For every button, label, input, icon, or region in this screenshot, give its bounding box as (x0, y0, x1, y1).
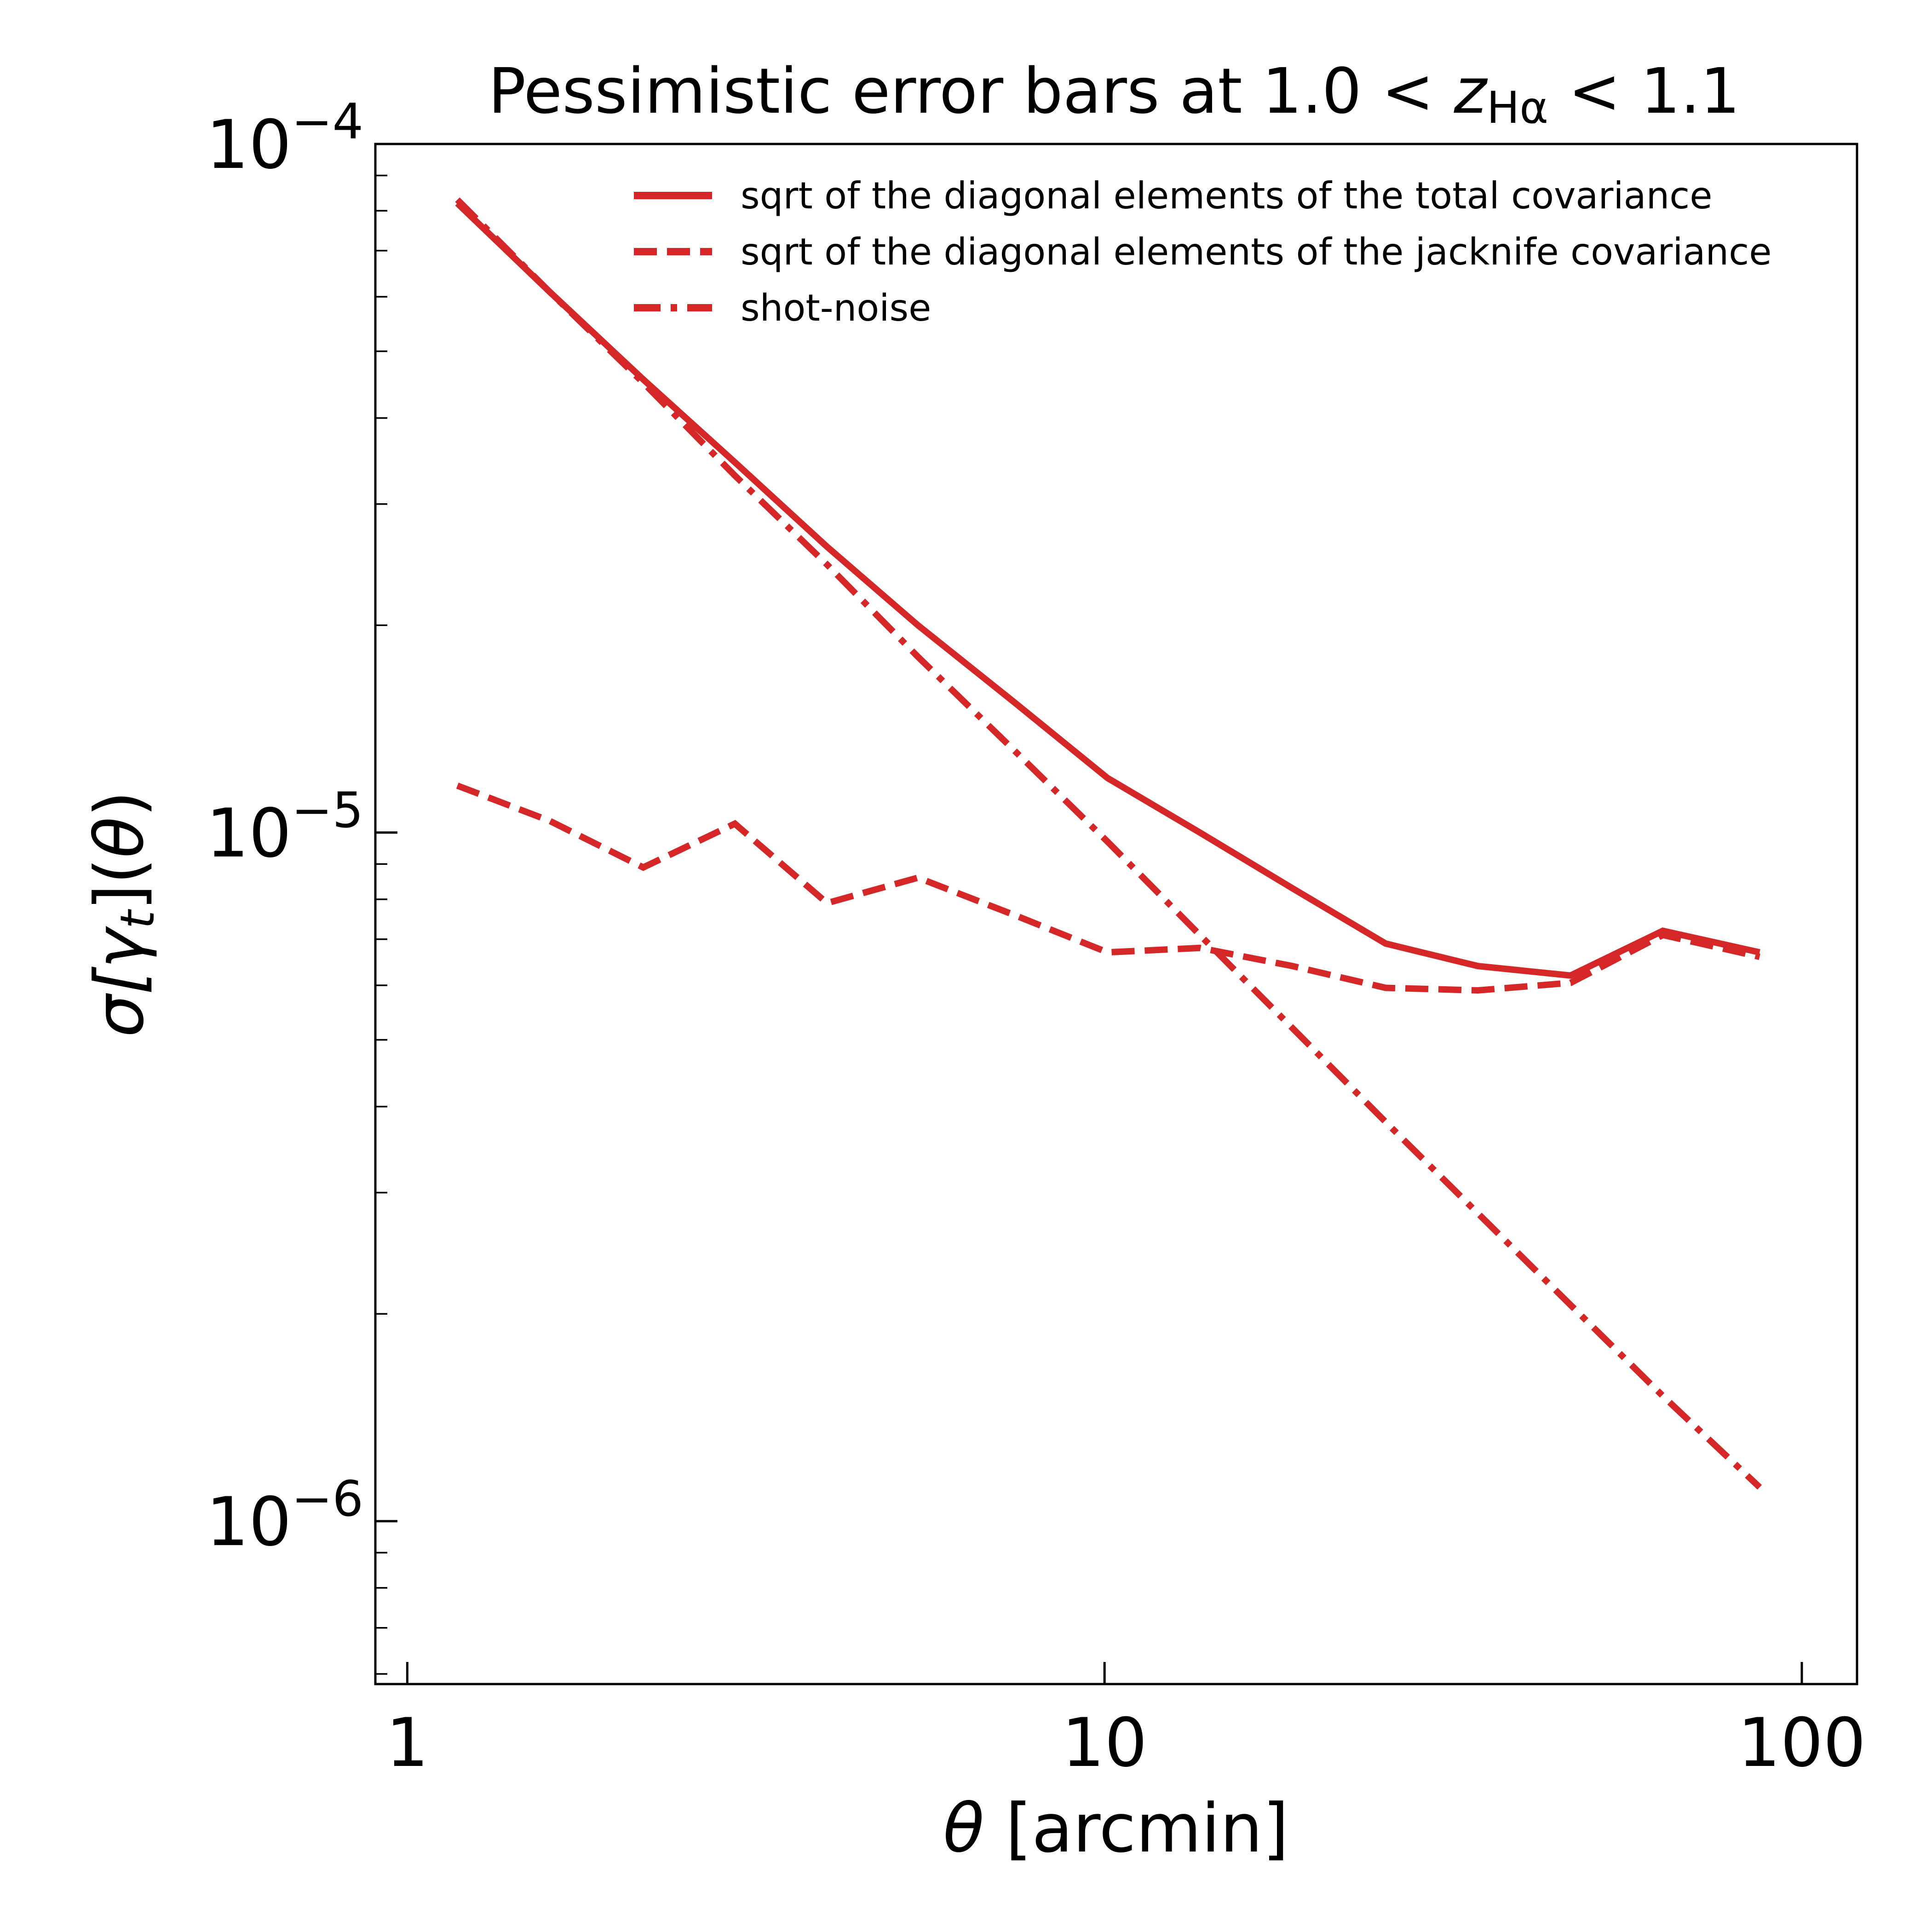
legend-label: sqrt of the diagonal elements of the jac… (741, 230, 1771, 273)
y-tick-label: 10−6 (206, 1471, 363, 1561)
x-axis-symbol: θ (943, 1789, 984, 1868)
axis-ticks (375, 143, 1803, 1684)
y-tick-label: 10−5 (206, 782, 363, 873)
x-tick-label: 1 (386, 1704, 429, 1782)
legend-label: sqrt of the diagonal elements of the tot… (741, 174, 1713, 217)
title-suffix: < 1.1 (1548, 55, 1740, 128)
y-axis-close: ) (80, 791, 159, 817)
series-line-dashed (456, 782, 1760, 994)
legend: sqrt of the diagonal elements of the tot… (634, 174, 1771, 329)
y-tick-base: 10 (206, 794, 292, 873)
y-tick-label: 10−4 (206, 93, 363, 184)
title-subscript: Hα (1487, 83, 1548, 133)
chart-title: Pessimistic error bars at 1.0 < zHα < 1.… (488, 55, 1740, 133)
plot-frame (374, 143, 1858, 1685)
y-tick-base: 10 (206, 106, 292, 184)
x-tick-label: 10 (1062, 1704, 1147, 1782)
title-variable: z (1454, 55, 1488, 128)
y-axis-gamma-subscript: t (110, 908, 165, 929)
x-tick-label: 100 (1738, 1704, 1866, 1782)
legend-label: shot-noise (741, 287, 931, 329)
y-tick-base: 10 (206, 1483, 292, 1561)
series-line-dashdot (455, 197, 1762, 1490)
y-tick-exponent: −6 (292, 1471, 363, 1527)
y-tick-exponent: −4 (292, 93, 363, 150)
y-axis-gamma: γ (80, 926, 159, 969)
series-line-solid (455, 201, 1760, 979)
x-axis-unit: [arcmin] (984, 1789, 1289, 1868)
y-tick-exponent: −5 (292, 782, 363, 839)
title-prefix: Pessimistic error bars at 1.0 < (488, 55, 1454, 128)
series-lines (455, 197, 1762, 1490)
y-axis-label: σ[γt](θ) (80, 791, 165, 1037)
x-axis-label: θ [arcmin] (943, 1789, 1289, 1868)
y-axis-theta: θ (80, 817, 159, 858)
y-axis-bracket: ]( (80, 858, 159, 910)
y-axis-sigma: σ[ (80, 966, 159, 1038)
